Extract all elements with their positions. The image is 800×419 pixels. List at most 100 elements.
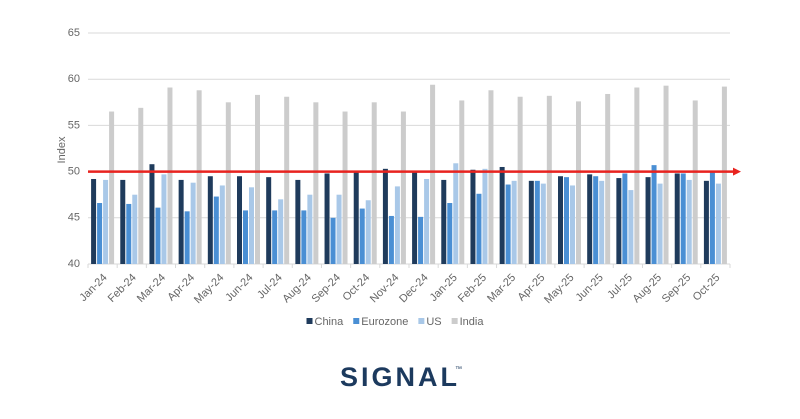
legend-swatch xyxy=(306,318,313,324)
bar xyxy=(295,179,301,264)
bar xyxy=(476,193,482,264)
bar xyxy=(126,203,132,264)
bar xyxy=(307,194,313,264)
bar xyxy=(237,176,242,264)
bar xyxy=(721,86,727,264)
bar xyxy=(430,84,436,264)
bar xyxy=(540,183,546,264)
bar xyxy=(365,200,371,264)
bar xyxy=(499,166,505,264)
bar xyxy=(394,186,400,264)
bar xyxy=(371,102,377,264)
bar xyxy=(593,176,599,264)
bar xyxy=(651,165,657,264)
legend-swatch xyxy=(451,318,458,324)
bar xyxy=(109,111,115,264)
bar xyxy=(278,199,284,264)
bar xyxy=(400,111,406,264)
bar xyxy=(190,182,196,264)
bar xyxy=(330,217,336,264)
x-tick-label: May-25 xyxy=(542,272,576,306)
x-tick-label: May-24 xyxy=(192,272,226,306)
bar xyxy=(528,180,534,264)
bar xyxy=(447,203,453,264)
bar xyxy=(686,179,692,264)
bar xyxy=(301,210,307,264)
bar xyxy=(225,102,231,264)
bar xyxy=(634,87,640,265)
bar xyxy=(709,171,715,264)
bar xyxy=(453,163,459,264)
bar xyxy=(161,174,167,264)
x-tick-label: Jun-25 xyxy=(574,272,606,304)
bar xyxy=(558,176,563,264)
y-tick-label: 65 xyxy=(68,27,80,39)
bar xyxy=(284,96,290,264)
bar xyxy=(534,180,540,264)
bar xyxy=(470,169,476,264)
bar xyxy=(488,90,494,265)
y-axis-label: Index xyxy=(56,136,68,163)
x-tick-label: Aug-24 xyxy=(280,272,314,306)
bar xyxy=(149,164,155,264)
bar xyxy=(213,196,219,264)
bar xyxy=(272,210,278,264)
bar xyxy=(511,180,517,264)
bar xyxy=(132,194,138,264)
bar xyxy=(459,100,465,265)
bar xyxy=(645,177,651,264)
legend-swatch xyxy=(418,318,425,324)
x-tick-label: Mar-24 xyxy=(135,272,168,305)
bar xyxy=(219,185,225,264)
bar xyxy=(178,179,184,264)
y-tick-label: 40 xyxy=(68,258,80,270)
legend-label: India xyxy=(460,316,485,328)
x-tick-label: Nov-24 xyxy=(368,272,402,306)
bar xyxy=(412,170,418,264)
bar xyxy=(336,194,342,264)
bar xyxy=(266,177,272,264)
x-tick-label: Jan-24 xyxy=(77,272,109,304)
bar xyxy=(418,216,424,264)
bar xyxy=(184,211,190,264)
bar xyxy=(249,187,254,264)
bar xyxy=(564,177,569,264)
legend-swatch xyxy=(353,318,360,324)
bar xyxy=(628,190,634,264)
x-tick-label: Jun-24 xyxy=(223,272,255,304)
bar xyxy=(605,93,611,264)
legend-label: US xyxy=(426,316,441,328)
x-tick-label: Sep-24 xyxy=(310,272,344,306)
bar xyxy=(255,94,260,265)
bar xyxy=(599,180,605,264)
logo-trademark: ™ xyxy=(455,366,462,373)
bar xyxy=(663,85,669,264)
x-tick-label: Feb-25 xyxy=(456,272,489,305)
bar xyxy=(505,184,511,264)
bar xyxy=(674,173,680,264)
bar xyxy=(692,100,698,265)
bar xyxy=(120,179,126,264)
x-tick-label: Feb-24 xyxy=(106,272,139,305)
y-tick-label: 50 xyxy=(68,166,80,178)
bar xyxy=(97,203,103,264)
bar xyxy=(703,180,709,264)
bar xyxy=(570,185,575,264)
reference-arrow xyxy=(733,167,741,176)
x-tick-label: Jan-25 xyxy=(428,272,460,304)
x-tick-label: Oct-25 xyxy=(691,272,723,304)
bar xyxy=(622,173,628,264)
bar xyxy=(657,183,663,264)
bar xyxy=(587,174,593,264)
bar xyxy=(482,168,488,264)
x-tick-label: Oct-24 xyxy=(340,272,372,304)
bar xyxy=(616,178,622,264)
bar xyxy=(167,87,173,265)
bar xyxy=(342,111,348,264)
bar xyxy=(546,95,552,264)
bar xyxy=(388,215,394,264)
bar xyxy=(155,207,161,264)
logo: SIGNAL xyxy=(340,362,460,392)
bar xyxy=(441,179,447,264)
